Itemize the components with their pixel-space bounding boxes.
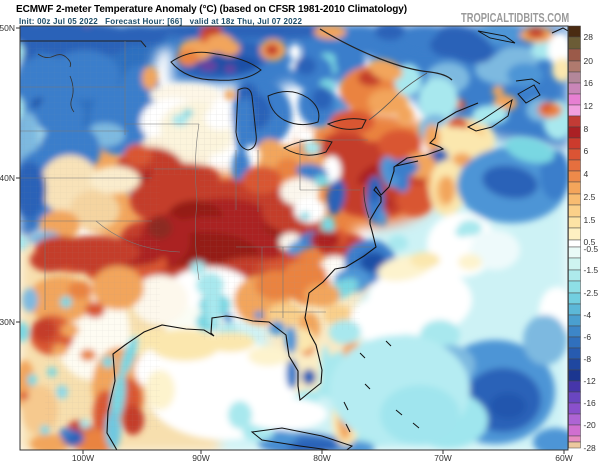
svg-text:30N: 30N xyxy=(0,317,15,327)
svg-text:12: 12 xyxy=(584,101,594,111)
svg-text:20: 20 xyxy=(584,56,594,66)
svg-text:-2.5: -2.5 xyxy=(584,288,599,298)
svg-text:-16: -16 xyxy=(584,398,597,408)
svg-text:70W: 70W xyxy=(434,453,451,461)
svg-text:-1.5: -1.5 xyxy=(584,265,599,275)
svg-text:50N: 50N xyxy=(0,23,15,33)
svg-text:0.5: 0.5 xyxy=(584,237,596,247)
svg-text:4: 4 xyxy=(584,169,589,179)
svg-text:-28: -28 xyxy=(584,443,597,453)
svg-text:8: 8 xyxy=(584,124,589,134)
svg-text:-20: -20 xyxy=(584,420,597,430)
svg-text:1.5: 1.5 xyxy=(584,215,596,225)
svg-text:16: 16 xyxy=(584,78,594,88)
svg-text:6: 6 xyxy=(584,146,589,156)
svg-text:-12: -12 xyxy=(584,376,597,386)
svg-text:60W: 60W xyxy=(555,453,572,461)
svg-text:-0.5: -0.5 xyxy=(584,244,599,254)
svg-text:40N: 40N xyxy=(0,173,15,183)
svg-text:2.5: 2.5 xyxy=(584,192,596,202)
svg-text:100W: 100W xyxy=(72,453,94,461)
svg-text:80W: 80W xyxy=(313,453,330,461)
svg-text:-6: -6 xyxy=(584,332,592,342)
svg-text:-8: -8 xyxy=(584,354,592,364)
svg-text:-4: -4 xyxy=(584,310,592,320)
svg-text:28: 28 xyxy=(584,32,594,42)
svg-text:90W: 90W xyxy=(192,453,209,461)
